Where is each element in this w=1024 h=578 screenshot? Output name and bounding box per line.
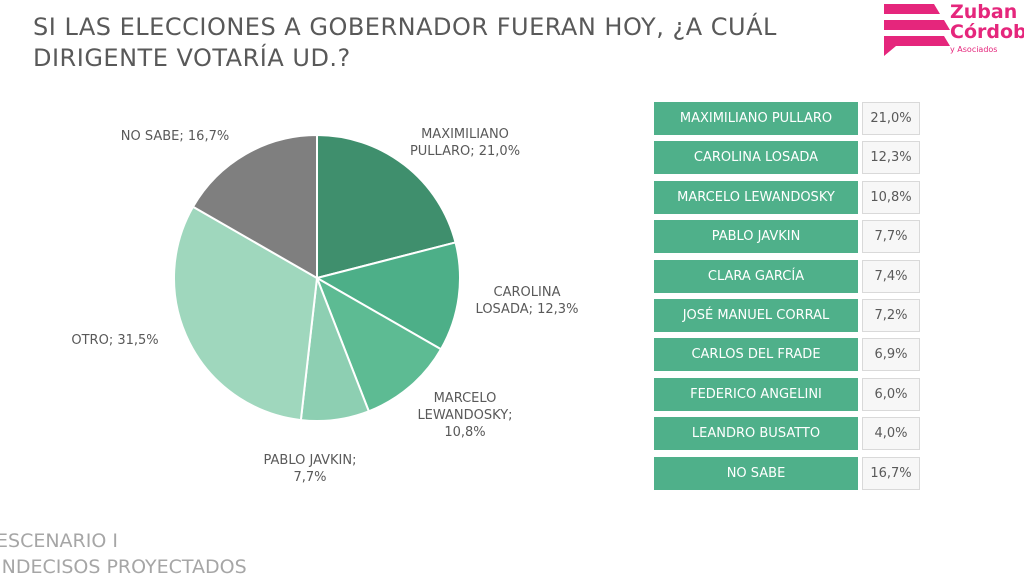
candidate-value: 6,9%: [862, 338, 920, 372]
candidate-value: 4,0%: [862, 417, 920, 451]
table-row: FEDERICO ANGELINI 6,0%: [654, 377, 920, 411]
table-row: CAROLINA LOSADA 12,3%: [654, 141, 920, 175]
table-row: PABLO JAVKIN 7,7%: [654, 220, 920, 254]
candidate-value: 7,4%: [862, 259, 920, 293]
candidate-name: MARCELO LEWANDOSKY: [654, 180, 858, 214]
table-row: MARCELO LEWANDOSKY 10,8%: [654, 180, 920, 214]
candidate-value: 21,0%: [862, 102, 920, 135]
table-row: LEANDRO BUSATTO 4,0%: [654, 417, 920, 451]
table-row: CLARA GARCÍA 7,4%: [654, 259, 920, 293]
table-row: JOSÉ MANUEL CORRAL 7,2%: [654, 299, 920, 332]
table-row: NO SABE 16,7%: [654, 456, 920, 490]
candidate-value: 7,2%: [862, 299, 920, 332]
candidate-value: 16,7%: [862, 456, 920, 490]
pie-label-pullaro: MAXIMILIANO PULLARO; 21,0%: [409, 127, 521, 159]
candidate-value: 12,3%: [862, 141, 920, 175]
zuban-cordoba-logo: [882, 0, 1024, 60]
pie-slice-4: [173, 205, 319, 422]
candidate-value: 6,0%: [862, 377, 920, 411]
page-title: SI LAS ELECCIONES A GOBERNADOR FUERAN HO…: [33, 13, 777, 72]
logo-stripes-icon: [884, 4, 950, 56]
pie-slice-1: [314, 241, 461, 351]
candidate-value: 7,7%: [862, 220, 920, 254]
pie-label-no-sabe: NO SABE; 16,7%: [120, 129, 230, 144]
candidate-name: FEDERICO ANGELINI: [654, 377, 858, 411]
candidate-name: NO SABE: [654, 456, 858, 490]
candidate-name: CARLOS DEL FRADE: [654, 338, 858, 372]
pie-slice-2: [315, 275, 443, 413]
candidate-name: LEANDRO BUSATTO: [654, 417, 858, 451]
pie-label-lewandosky: MARCELO LEWANDOSKY; 10,8%: [417, 391, 513, 440]
pie-label-javkin: PABLO JAVKIN; 7,7%: [263, 453, 357, 485]
pie-chart: [173, 133, 461, 422]
logo-subtext: y Asociados: [950, 45, 998, 54]
pie-slice-5: [191, 133, 318, 280]
table-row: MAXIMILIANO PULLARO 21,0%: [654, 102, 920, 135]
table-row: CARLOS DEL FRADE 6,9%: [654, 338, 920, 372]
footer-scenario: ESCENARIO I: [0, 530, 118, 552]
logo-text: ZubanCórdoba: [950, 1, 1024, 43]
candidate-name: MAXIMILIANO PULLARO: [654, 102, 858, 135]
candidate-name: PABLO JAVKIN: [654, 220, 858, 254]
candidate-name: CAROLINA LOSADA: [654, 141, 858, 175]
pie-label-losada: CAROLINA LOSADA; 12,3%: [475, 285, 579, 317]
candidate-value: 10,8%: [862, 180, 920, 214]
pie-slice-0: [316, 133, 457, 280]
pie-label-otro: OTRO; 31,5%: [71, 333, 159, 348]
candidate-name: JOSÉ MANUEL CORRAL: [654, 299, 858, 332]
footer-note: INDECISOS PROYECTADOS: [0, 556, 247, 578]
candidate-name: CLARA GARCÍA: [654, 259, 858, 293]
